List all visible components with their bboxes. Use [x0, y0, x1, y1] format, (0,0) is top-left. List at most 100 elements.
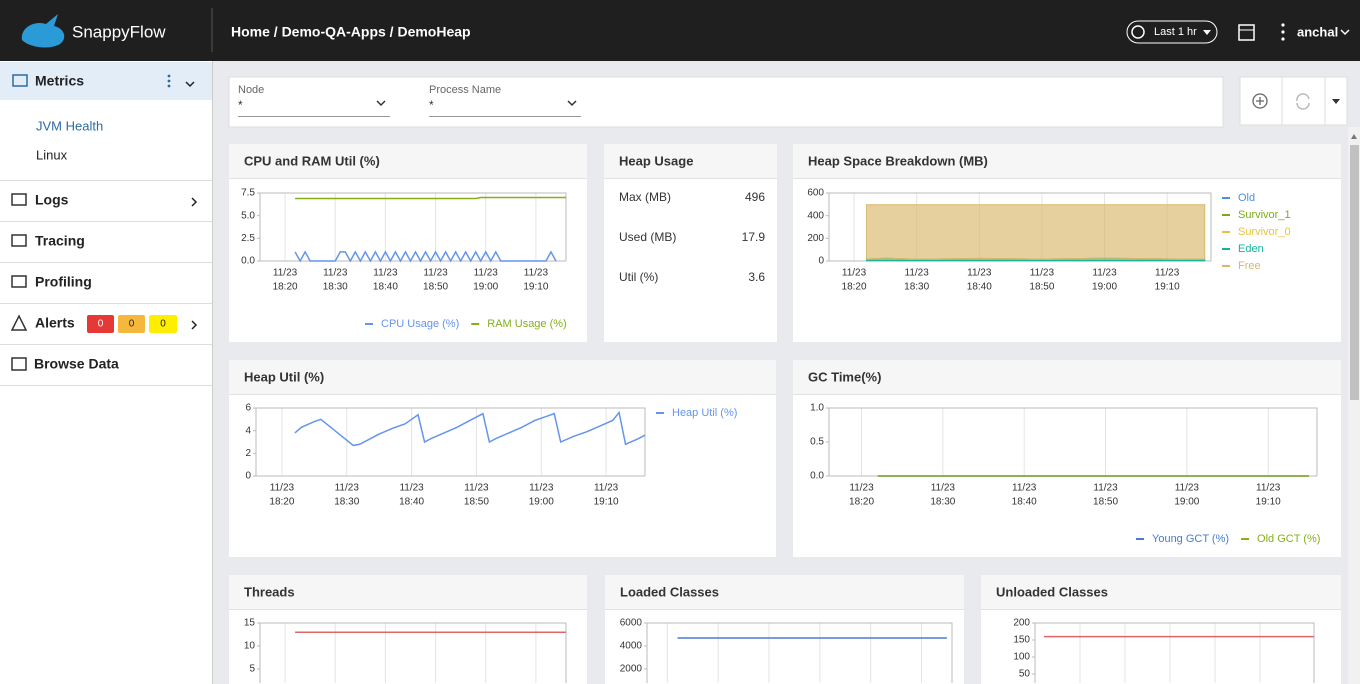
time-range[interactable]: Last 1 hr [1154, 26, 1197, 38]
nav-profiling[interactable]: Profiling [35, 274, 92, 290]
x-tick-time: 18:20 [269, 497, 294, 508]
action-caret[interactable] [1332, 99, 1340, 104]
legend-label: Eden [1238, 243, 1264, 255]
y-tick-label: 0.0 [241, 256, 255, 267]
x-tick-date: 11/23 [464, 483, 489, 494]
breadcrumb[interactable]: Home / Demo-QA-Apps / DemoHeap [231, 24, 471, 40]
legend-label: Free [1238, 260, 1261, 272]
x-tick-time: 18:40 [1012, 497, 1037, 508]
panel-header [229, 575, 587, 609]
x-tick-time: 19:00 [529, 497, 554, 508]
filter-bar [228, 76, 1224, 128]
nav-alerts[interactable]: Alerts [35, 315, 75, 331]
x-tick-time: 18:30 [904, 282, 929, 293]
refresh-button[interactable] [1296, 93, 1310, 110]
legend-label: CPU Usage (%) [381, 318, 459, 330]
clock-icon [1131, 25, 1145, 39]
x-tick-date: 11/23 [842, 268, 867, 279]
filter-value[interactable]: * [238, 98, 243, 112]
scroll-up[interactable] [1351, 134, 1357, 139]
y-tick-label: 5 [249, 664, 255, 675]
x-tick-date: 11/23 [529, 483, 554, 494]
y-tick-label: 600 [807, 188, 824, 199]
menu-dot[interactable] [1281, 23, 1285, 27]
x-tick-date: 11/23 [1155, 268, 1180, 279]
x-tick-date: 11/23 [474, 268, 499, 279]
x-tick-date: 11/23 [373, 268, 398, 279]
x-tick-time: 18:40 [399, 497, 424, 508]
x-tick-date: 11/23 [849, 483, 874, 494]
x-tick-date: 11/23 [905, 268, 930, 279]
panel-title: GC Time(%) [808, 369, 881, 384]
nav-logs[interactable]: Logs [35, 192, 69, 208]
badge-count: 0 [98, 319, 104, 330]
x-tick-date: 11/23 [1012, 483, 1037, 494]
legend-label: RAM Usage (%) [487, 318, 566, 330]
time-range-button[interactable] [1126, 20, 1218, 44]
badge-critical[interactable] [87, 315, 114, 333]
nav-linux[interactable]: Linux [36, 147, 68, 162]
panel-title: Threads [244, 584, 295, 599]
menu-dot[interactable] [167, 74, 171, 78]
user-chevron [1340, 29, 1350, 36]
y-tick-label: 5.0 [241, 210, 255, 221]
x-tick-date: 11/23 [423, 268, 448, 279]
series-line [295, 196, 566, 200]
filter-label: Process Name [429, 84, 501, 96]
stat-label: Util (%) [619, 270, 658, 284]
x-tick-date: 11/23 [399, 483, 424, 494]
x-tick-time: 18:40 [373, 282, 398, 293]
panel-header [229, 360, 776, 394]
sidebar [0, 61, 212, 684]
filter-label: Node [238, 84, 264, 96]
chevron [191, 197, 198, 207]
x-tick-time: 18:50 [423, 282, 448, 293]
legend-label: Survivor_1 [1238, 209, 1291, 221]
badge-info[interactable] [149, 315, 177, 333]
panel-header [981, 575, 1341, 609]
dropdown-chevron[interactable] [376, 100, 386, 107]
x-tick-date: 11/23 [270, 483, 295, 494]
menu-dot[interactable] [1281, 30, 1285, 34]
legend-label: Old GCT (%) [1257, 533, 1320, 545]
x-tick-date: 11/23 [273, 268, 298, 279]
series-line [294, 410, 646, 447]
y-tick-label: 150 [1013, 635, 1030, 646]
y-tick-label: 200 [1013, 618, 1030, 629]
x-tick-date: 11/23 [335, 483, 360, 494]
nav-jvm-health[interactable]: JVM Health [36, 118, 103, 133]
y-tick-label: 6 [245, 403, 251, 414]
legend-label: Old [1238, 192, 1255, 204]
x-tick-time: 18:50 [464, 497, 489, 508]
logo-text[interactable]: SnappyFlow [72, 22, 166, 41]
user-name[interactable]: anchal [1297, 24, 1338, 39]
nav-browse-data[interactable]: Browse Data [34, 356, 119, 372]
metrics-row[interactable] [0, 62, 212, 100]
profiling-icon [11, 275, 27, 288]
y-tick-label: 2000 [620, 664, 643, 675]
y-tick-label: 15 [244, 618, 256, 629]
scrollbar-thumb[interactable] [1350, 145, 1359, 400]
x-tick-date: 11/23 [1093, 483, 1118, 494]
menu-dot[interactable] [167, 84, 171, 88]
menu-dot[interactable] [167, 79, 171, 83]
layout-icon[interactable] [1238, 24, 1255, 41]
nav-tracing[interactable]: Tracing [35, 233, 85, 249]
dropdown-chevron[interactable] [567, 100, 577, 107]
y-tick-label: 200 [807, 233, 824, 244]
chevron [185, 81, 195, 88]
menu-dot[interactable] [1281, 37, 1285, 41]
x-tick-date: 11/23 [1092, 268, 1117, 279]
add-button[interactable] [1252, 93, 1268, 109]
filter-value[interactable]: * [429, 98, 434, 112]
y-tick-label: 6000 [620, 618, 643, 629]
nav-metrics[interactable]: Metrics [35, 73, 84, 89]
panel-header [793, 144, 1341, 178]
badge-warning[interactable] [118, 315, 145, 333]
y-tick-label: 0.5 [810, 437, 824, 448]
plot-frame [646, 622, 953, 683]
x-tick-time: 19:00 [473, 282, 498, 293]
add-plus [1256, 97, 1264, 105]
logo-icon[interactable] [21, 14, 65, 48]
